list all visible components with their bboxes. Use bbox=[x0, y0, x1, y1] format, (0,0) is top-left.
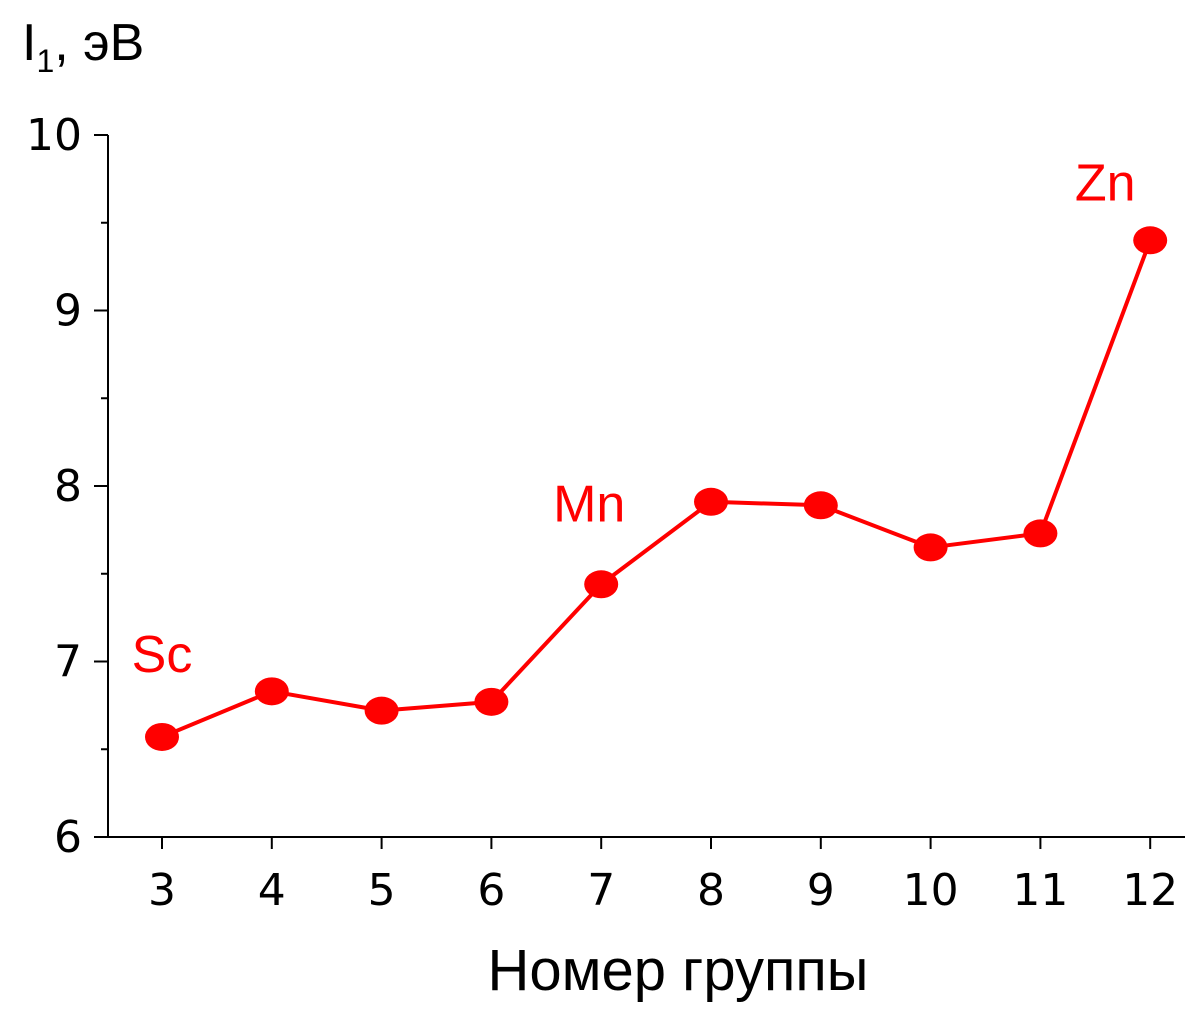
x-tick-label: 10 bbox=[903, 865, 959, 916]
point-label-zn: Zn bbox=[1075, 154, 1136, 212]
data-point bbox=[694, 487, 728, 516]
data-point bbox=[364, 696, 399, 725]
x-tick-label: 5 bbox=[368, 865, 396, 916]
x-tick-label: 7 bbox=[587, 865, 615, 916]
x-axis-title: Номер группы bbox=[488, 938, 869, 1003]
data-point bbox=[1023, 519, 1058, 548]
axes: 6 7 8 9 10 3 4 5 6 7 8 9 10 11 12 bbox=[26, 110, 1185, 916]
annotation-layer: Sc Mn Zn bbox=[132, 154, 1136, 684]
data-point bbox=[474, 687, 509, 716]
y-axis-label-unit: , эВ bbox=[54, 14, 144, 72]
x-tick-label: 12 bbox=[1122, 865, 1178, 916]
data-point bbox=[584, 570, 619, 599]
series-line bbox=[161, 239, 1153, 739]
data-point bbox=[254, 677, 289, 706]
y-tick-label: 7 bbox=[54, 637, 82, 688]
data-point bbox=[803, 491, 838, 520]
x-tick-label: 3 bbox=[148, 865, 176, 916]
y-axis-label-subscript: 1 bbox=[36, 43, 54, 79]
x-tick-label: 11 bbox=[1012, 865, 1068, 916]
y-tick-label: 6 bbox=[54, 812, 82, 863]
data-point bbox=[1133, 226, 1168, 255]
x-tick-label: 9 bbox=[807, 865, 835, 916]
point-label-sc: Sc bbox=[132, 626, 193, 684]
y-axis-label-symbol: I bbox=[22, 14, 36, 72]
y-tick-label: 8 bbox=[54, 461, 82, 512]
x-tick-label: 6 bbox=[477, 865, 505, 916]
point-label-mn: Mn bbox=[553, 475, 625, 533]
x-tick-label: 4 bbox=[258, 865, 286, 916]
y-tick-label: 9 bbox=[54, 286, 82, 337]
data-point bbox=[913, 533, 948, 562]
data-point bbox=[145, 722, 179, 751]
y-axis-label: I1, эВ bbox=[22, 14, 144, 79]
series-layer bbox=[145, 226, 1168, 751]
y-tick-label: 10 bbox=[26, 110, 82, 161]
x-tick-label: 8 bbox=[697, 865, 725, 916]
